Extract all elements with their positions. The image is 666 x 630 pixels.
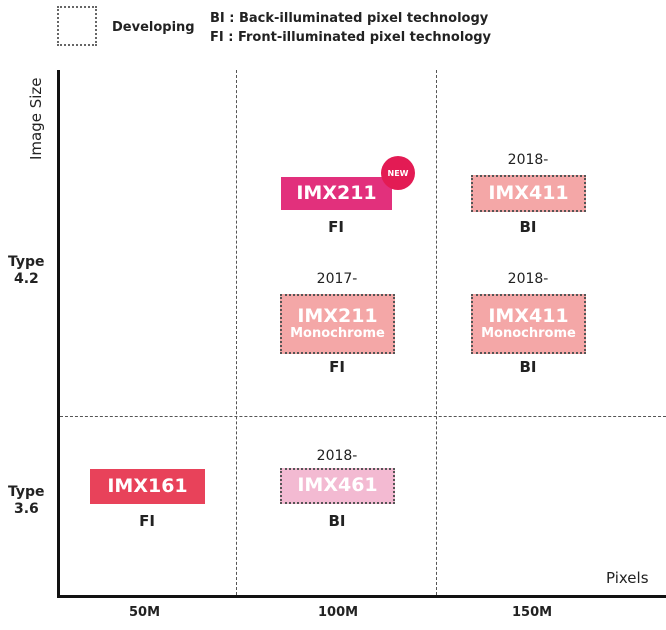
fi-legend: FI : Front-illuminated pixel technology	[210, 30, 492, 45]
sensor-imx211: IMX211	[281, 177, 392, 210]
x-tick-100m: 100M	[318, 605, 359, 620]
sensor-tech: BI	[328, 512, 346, 530]
y-axis	[57, 70, 60, 598]
y-tick-type-3-6: Type 3.6	[8, 484, 45, 518]
x-tick-150m: 150M	[512, 605, 553, 620]
sensor-tech: FI	[139, 512, 155, 530]
sensor-imx411-monochrome: IMX411 Monochrome	[471, 294, 586, 354]
sensor-year: 2018-	[507, 271, 549, 287]
x-tick-50m: 50M	[129, 605, 161, 620]
sensor-tech: BI	[519, 358, 537, 376]
sensor-imx411: IMX411	[471, 175, 586, 212]
y-tick-type-4-2: Type 4.2	[8, 254, 45, 288]
sensor-tech: BI	[519, 218, 537, 236]
sensor-imx161: IMX161	[90, 469, 205, 504]
y-axis-label: Image Size	[27, 77, 45, 160]
sensor-year: 2018-	[316, 448, 358, 464]
grid-line	[436, 70, 437, 595]
tick-line: 3.6	[14, 501, 39, 517]
sensor-name: IMX211	[297, 305, 378, 328]
bi-legend: BI : Back-illuminated pixel technology	[210, 11, 489, 26]
sensor-name: IMX161	[107, 474, 188, 497]
sensor-variant: Monochrome	[481, 326, 576, 342]
sensor-name: IMX411	[488, 181, 569, 204]
sensor-name: IMX211	[296, 181, 377, 204]
grid-line	[236, 70, 237, 595]
tick-line: Type	[8, 254, 45, 270]
sensor-imx461: IMX461	[280, 468, 395, 504]
sensor-tech: FI	[328, 218, 344, 236]
sensor-tech: FI	[329, 358, 345, 376]
sensor-imx211-monochrome: IMX211 Monochrome	[280, 294, 395, 354]
developing-legend-label: Developing	[112, 20, 195, 35]
grid-line	[60, 416, 666, 417]
sensor-year: 2017-	[316, 271, 358, 287]
sensor-year: 2018-	[507, 152, 549, 168]
sensor-name: IMX411	[488, 305, 569, 328]
sensor-name: IMX461	[297, 474, 378, 497]
tick-line: Type	[8, 484, 45, 500]
tick-line: 4.2	[14, 271, 39, 287]
developing-legend-swatch	[57, 6, 97, 46]
x-axis	[57, 595, 666, 598]
new-badge: NEW	[381, 156, 415, 190]
x-axis-label: Pixels	[606, 569, 649, 587]
sensor-variant: Monochrome	[290, 326, 385, 342]
